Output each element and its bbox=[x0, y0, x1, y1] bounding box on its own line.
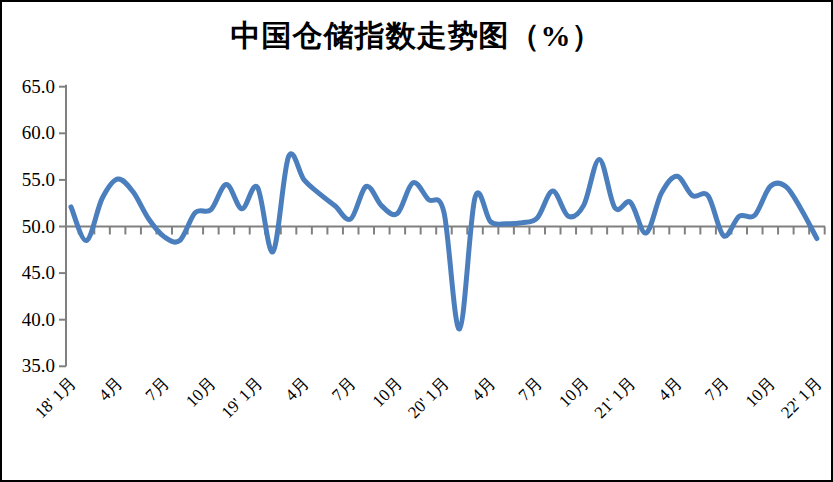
y-tick-label: 45.0 bbox=[22, 262, 55, 283]
x-tick-label: 18' 1月 bbox=[31, 373, 80, 422]
x-tick-label: 7月 bbox=[328, 373, 359, 404]
x-tick-label: 7月 bbox=[701, 373, 732, 404]
index-line-series bbox=[71, 154, 817, 329]
x-tick-label: 22' 1月 bbox=[777, 373, 826, 422]
warehousing-index-chart: 中国仓储指数走势图（%） 65.060.055.050.045.040.035.… bbox=[0, 0, 833, 482]
x-tick-label: 4月 bbox=[654, 373, 685, 404]
x-tick-label: 10月 bbox=[555, 373, 592, 410]
x-tick-label: 10月 bbox=[182, 373, 219, 410]
x-tick-label: 4月 bbox=[468, 373, 499, 404]
chart-canvas: 65.0 60.0 55.0 50.0 45.0 40.0 35.018' 1月 4月 7月 10… bbox=[2, 2, 833, 482]
y-tick-label: 55.0 bbox=[22, 169, 55, 190]
x-tick-label: 10月 bbox=[742, 373, 779, 410]
y-tick-label: 50.0 bbox=[22, 216, 55, 237]
y-tick-label: 40.0 bbox=[22, 309, 55, 330]
x-tick-label: 4月 bbox=[281, 373, 312, 404]
y-tick-label: 60.0 bbox=[22, 122, 55, 143]
y-tick-label: 35.0 bbox=[22, 355, 55, 376]
x-tick-label: 20' 1月 bbox=[404, 373, 453, 422]
x-tick-label: 4月 bbox=[95, 373, 126, 404]
x-tick-label: 7月 bbox=[142, 373, 173, 404]
x-tick-label: 19' 1月 bbox=[218, 373, 267, 422]
y-tick-label: 65.0 bbox=[22, 76, 55, 97]
x-tick-label: 21' 1月 bbox=[591, 373, 640, 422]
x-tick-label: 10月 bbox=[369, 373, 406, 410]
x-tick-label: 7月 bbox=[515, 373, 546, 404]
